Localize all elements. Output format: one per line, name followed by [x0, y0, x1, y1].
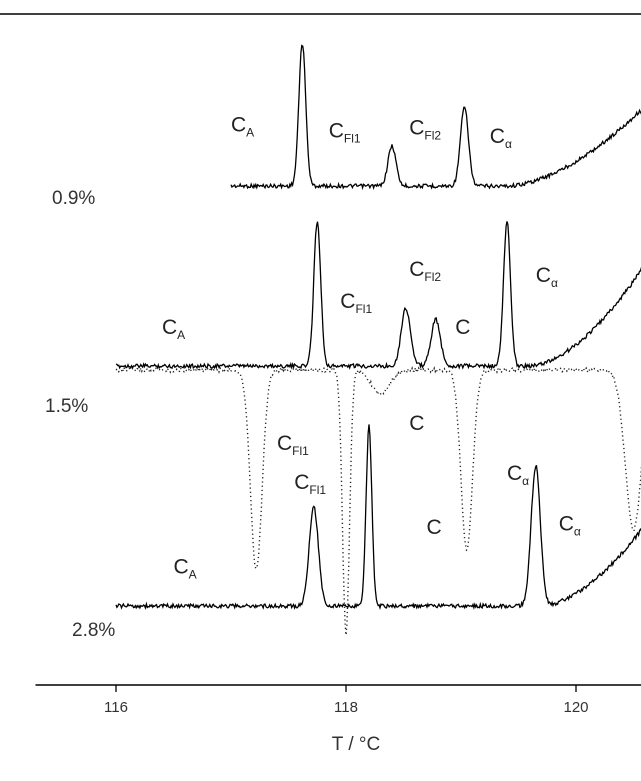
phase-label: CFl1 [277, 432, 309, 458]
phase-label: CA [174, 556, 197, 582]
x-tick-label: 116 [104, 699, 128, 716]
trace-1-5pct-solid [115, 221, 641, 370]
phase-label: Cα [490, 125, 512, 151]
phase-label: CFl1 [294, 471, 326, 497]
phase-label: CA [231, 114, 254, 140]
phase-label: C [409, 412, 424, 435]
phase-label: Cα [536, 264, 558, 290]
x-axis: 116118120122 [35, 684, 641, 716]
phase-label: Cα [559, 512, 581, 538]
phase-label: Cα [507, 462, 529, 488]
phase-label: CA [162, 316, 185, 342]
concentration-label: 2.8% [72, 620, 115, 641]
trace-1-5pct-dotted [115, 365, 641, 636]
trace-2-8pct-solid [115, 424, 641, 611]
traces-layer [115, 44, 641, 636]
phase-label: C [455, 316, 470, 339]
phase-label: CFl1 [329, 119, 361, 145]
phase-label: C [427, 516, 442, 539]
labels-layer: 0.9%CACFl1CFl2CαACACFl1CFl2CCαA1.5%CFl1C… [45, 114, 581, 641]
concentration-label: 1.5% [45, 396, 88, 417]
trace-0-9pct-solid [230, 44, 641, 191]
x-axis-label: T / °C [332, 734, 380, 755]
x-tick-label: 120 [563, 699, 588, 716]
concentration-label: 0.9% [52, 188, 95, 209]
phase-label: CFl2 [409, 258, 441, 284]
x-tick-label: 118 [334, 699, 358, 716]
phase-label: CFl1 [340, 290, 372, 316]
phase-label: CFl2 [409, 117, 441, 143]
